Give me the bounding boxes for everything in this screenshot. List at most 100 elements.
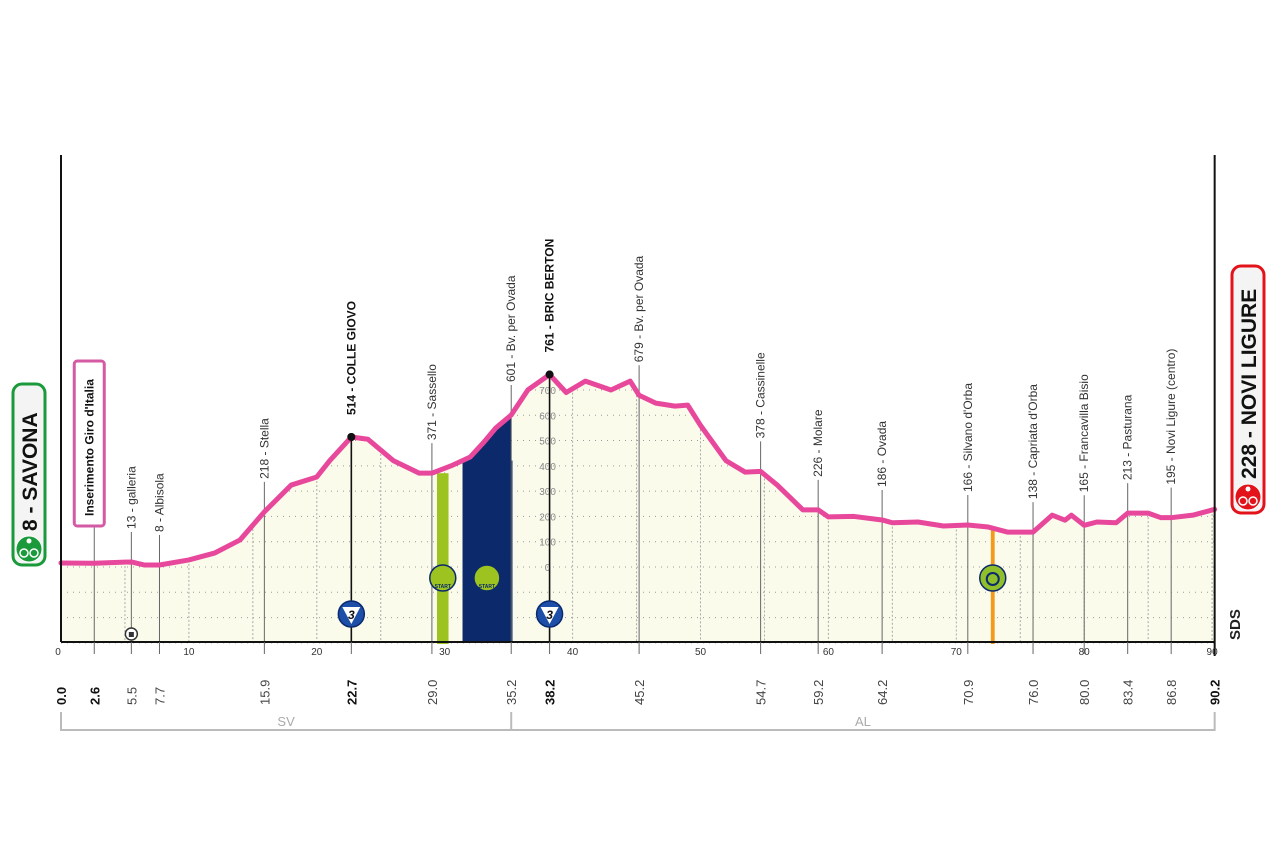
waypoint-label: 213 - Pasturana <box>1121 394 1135 480</box>
waypoint-label: 761 - BRIC BERTON <box>543 239 557 353</box>
km-label-group: 29.0 <box>425 680 440 705</box>
waypoint-label: 13 - galleria <box>124 466 138 529</box>
sky-mask <box>61 150 1215 565</box>
km-label: 70.9 <box>961 680 976 705</box>
waypoint-label-group: 186 - Ovada <box>875 421 889 487</box>
km-label: 5.5 <box>124 687 139 705</box>
waypoint-label: 186 - Ovada <box>875 421 889 487</box>
wheel <box>1248 496 1258 506</box>
waypoint-label-group: 761 - BRIC BERTON <box>543 239 557 353</box>
km-label: 7.7 <box>152 687 167 705</box>
province-bracket <box>60 712 1216 731</box>
rider-head <box>1245 486 1251 492</box>
km-label-group: 2.6 <box>87 687 102 705</box>
waypoint-box <box>72 359 106 528</box>
start-cyclist-icon <box>15 535 43 563</box>
finish-box <box>1230 264 1266 515</box>
waypoint-label: Inserimento Giro d'Italia <box>82 379 96 516</box>
intermediate-start-icon-text: START <box>435 584 451 590</box>
summit-dot <box>545 370 554 379</box>
sds-logo-text: SDS <box>1227 609 1244 640</box>
province-label: AL <box>855 714 871 729</box>
waypoint-label-group: 195 - Novi Ligure (centro) <box>1164 349 1178 485</box>
km-label: 90.2 <box>1208 680 1223 705</box>
waypoint-label: 378 - Cassinelle <box>754 352 768 438</box>
finish-cyclist-icon <box>1234 483 1262 511</box>
waypoint-label-group: 218 - Stella <box>257 418 271 479</box>
km-label-group: 83.4 <box>1121 680 1136 705</box>
km-label: 83.4 <box>1121 680 1136 705</box>
km-label-group: 22.7 <box>344 680 359 705</box>
km-label: 29.0 <box>425 680 440 705</box>
waypoint-label: 165 - Francavilla Bisio <box>1077 374 1091 492</box>
y-tick-label: 300 <box>539 487 556 498</box>
wheel <box>1238 496 1248 506</box>
stopwatch-face <box>985 572 1000 586</box>
waypoint-label: 514 - COLLE GIOVO <box>344 301 358 415</box>
province-label: SV <box>277 714 295 729</box>
waypoint-label-group: 165 - Francavilla Bisio <box>1077 374 1091 492</box>
finish-label-group: 228 - NOVI LIGURE <box>1238 289 1261 479</box>
summit-dot <box>347 433 356 442</box>
wheel <box>29 548 39 558</box>
kom-triangle <box>540 607 559 624</box>
km-label-group: 64.2 <box>875 680 890 705</box>
y-tick-label: 0 <box>545 563 551 574</box>
waypoint-label-group: 514 - COLLE GIOVO <box>344 301 358 415</box>
waypoint-label: 679 - Bv. per Ovada <box>632 255 646 362</box>
start-label: 8 - SAVONA <box>19 412 42 531</box>
tunnel-glyph <box>128 632 134 637</box>
profile-line <box>58 372 1218 568</box>
timed-segment-icon-text: START <box>479 584 495 590</box>
waypoint-label-group: 371 - Sassello <box>425 364 439 440</box>
km-label-group: 35.2 <box>504 680 519 705</box>
rider-head <box>26 538 32 544</box>
waypoint-label-group: 378 - Cassinelle <box>754 352 768 438</box>
km-label-group: 38.2 <box>543 680 558 705</box>
kom-category: 3 <box>348 608 355 622</box>
km-label-group: 15.9 <box>257 680 272 705</box>
km-label-group: 70.9 <box>961 680 976 705</box>
segment-fill <box>462 415 513 642</box>
x-tick-label: 60 <box>823 647 835 658</box>
km-label-group: 5.5 <box>124 687 139 705</box>
waypoint-label-group: 679 - Bv. per Ovada <box>632 255 646 362</box>
km-label: 80.0 <box>1077 680 1092 705</box>
waypoint-label: 371 - Sassello <box>425 364 439 440</box>
finish-label: 228 - NOVI LIGURE <box>1238 289 1261 479</box>
timed-segment-icon <box>473 564 501 592</box>
waypoint-label-group: 226 - Molare <box>811 409 825 477</box>
km-label-group: 90.2 <box>1208 680 1223 705</box>
km-label-group: 59.2 <box>811 680 826 705</box>
km-label: 76.0 <box>1026 680 1041 705</box>
kom-category: 3 <box>546 608 553 622</box>
waypoint-label: 138 - Capriata d'Orba <box>1026 384 1040 499</box>
km-label: 54.7 <box>754 680 769 705</box>
y-tick-label: 600 <box>539 411 556 422</box>
km-label-group: 86.8 <box>1164 680 1179 705</box>
x-tick-label: 0 <box>55 647 61 658</box>
km-label-group: 0.0 <box>54 687 69 705</box>
km-label-group: 80.0 <box>1077 680 1092 705</box>
km-label: 35.2 <box>504 680 519 705</box>
stopwatch-icon <box>979 564 1007 592</box>
waypoint-label-group: 166 - Silvano d'Orba <box>961 383 975 492</box>
km-label: 59.2 <box>811 680 826 705</box>
km-label: 38.2 <box>543 680 558 705</box>
y-tick-label: 200 <box>539 512 556 523</box>
waypoint-label: 166 - Silvano d'Orba <box>961 383 975 492</box>
waypoint-label: 601 - Bv. per Ovada <box>504 275 518 382</box>
intermediate-start-icon <box>429 564 457 592</box>
waypoint-label: 8 - Albisola <box>152 473 166 532</box>
segment-intermediate-start <box>437 473 449 644</box>
km-label-group: 54.7 <box>754 680 769 705</box>
km-label: 2.6 <box>87 687 102 705</box>
waypoint-label-group: Inserimento Giro d'Italia <box>72 359 106 528</box>
km-label: 64.2 <box>875 680 890 705</box>
x-tick-label: 40 <box>567 647 579 658</box>
y-tick-label: 100 <box>539 538 556 549</box>
waypoint-label-group: 213 - Pasturana <box>1121 394 1135 480</box>
wheel <box>19 548 29 558</box>
kom-triangle <box>342 607 361 624</box>
